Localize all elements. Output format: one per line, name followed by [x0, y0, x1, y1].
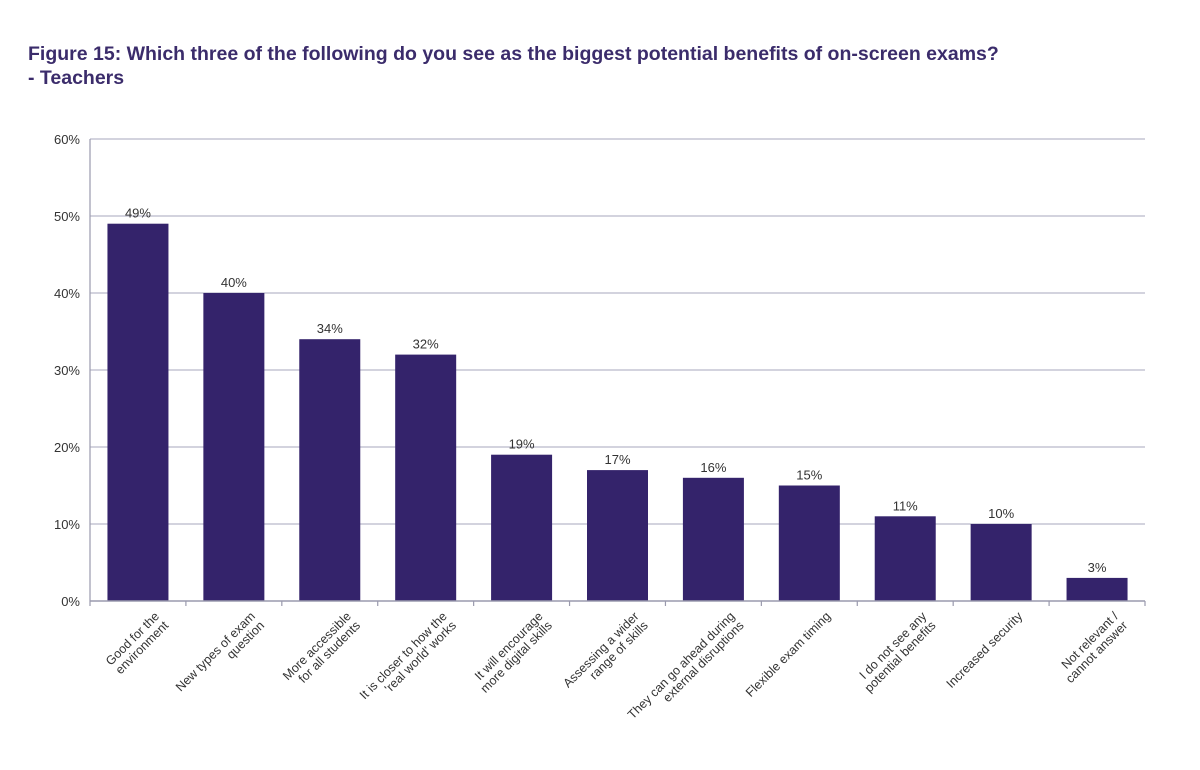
bar: [682, 477, 744, 601]
y-axis: 0% 10% 20% 30% 40% 50% 60%: [54, 132, 91, 609]
category-label: It will encouragemore digital skills: [469, 609, 555, 695]
data-label: 11%: [893, 498, 918, 513]
y-tick-label: 10%: [54, 517, 80, 532]
category-label-line: Assessing a wider: [560, 609, 641, 690]
category-label: Good for theenvironment: [103, 609, 172, 678]
y-tick-label: 50%: [54, 209, 80, 224]
data-label: 40%: [221, 275, 247, 290]
x-axis: [89, 600, 1146, 606]
bar: [970, 524, 1032, 601]
y-tick-label: 30%: [54, 363, 80, 378]
bar: [299, 339, 361, 601]
bar: [587, 470, 648, 601]
data-label: 16%: [700, 460, 726, 475]
category-label: Flexible exam timing: [743, 609, 833, 699]
bars: [107, 223, 1128, 601]
data-label: 17%: [604, 452, 630, 467]
data-label: 19%: [509, 437, 535, 452]
bar: [107, 223, 169, 601]
y-tick-label: 0%: [61, 594, 80, 609]
category-label: Increased security: [944, 609, 1026, 691]
category-label-line: Flexible exam timing: [743, 609, 833, 699]
category-label: Not relevant /cannot answer: [1054, 609, 1131, 686]
bar: [491, 454, 553, 601]
bar: [874, 516, 936, 601]
category-label: New types of examquestion: [173, 609, 267, 703]
y-tick-label: 20%: [54, 440, 80, 455]
category-label-line: external disruptions: [660, 618, 747, 705]
category-label: More accessiblefor all students: [280, 609, 363, 692]
bar: [395, 354, 457, 601]
data-labels: 49% 40% 34% 32% 19% 17% 16% 15% 11% 10% 3%: [125, 206, 1107, 575]
data-label: 34%: [317, 321, 343, 336]
data-label: 49%: [125, 206, 151, 221]
bar: [1066, 577, 1128, 601]
category-label-line: It is closer to how the: [357, 609, 450, 702]
y-tick-label: 40%: [54, 286, 80, 301]
data-label: 10%: [988, 506, 1014, 521]
chart-title-main: Figure 15: Which three of the following …: [28, 43, 999, 65]
category-label-line: Increased security: [944, 609, 1026, 691]
bar: [203, 293, 265, 601]
data-label: 3%: [1088, 560, 1107, 575]
category-labels: Good for theenvironment New types of exam…: [103, 609, 1131, 722]
chart-subtitle: - Teachers: [28, 67, 125, 89]
y-tick-label: 60%: [54, 132, 80, 147]
data-label: 32%: [413, 337, 439, 352]
data-label: 15%: [796, 468, 822, 483]
category-label: I do not see anypotential benefits: [853, 609, 939, 695]
category-label: Assessing a widerrange of skills: [560, 609, 650, 699]
category-label: It is closer to how the'real world' work…: [357, 609, 459, 711]
bar: [778, 485, 840, 601]
chart-title: Figure 15: Which three of the following …: [28, 42, 1178, 90]
category-label-line: New types of exam: [173, 609, 258, 694]
